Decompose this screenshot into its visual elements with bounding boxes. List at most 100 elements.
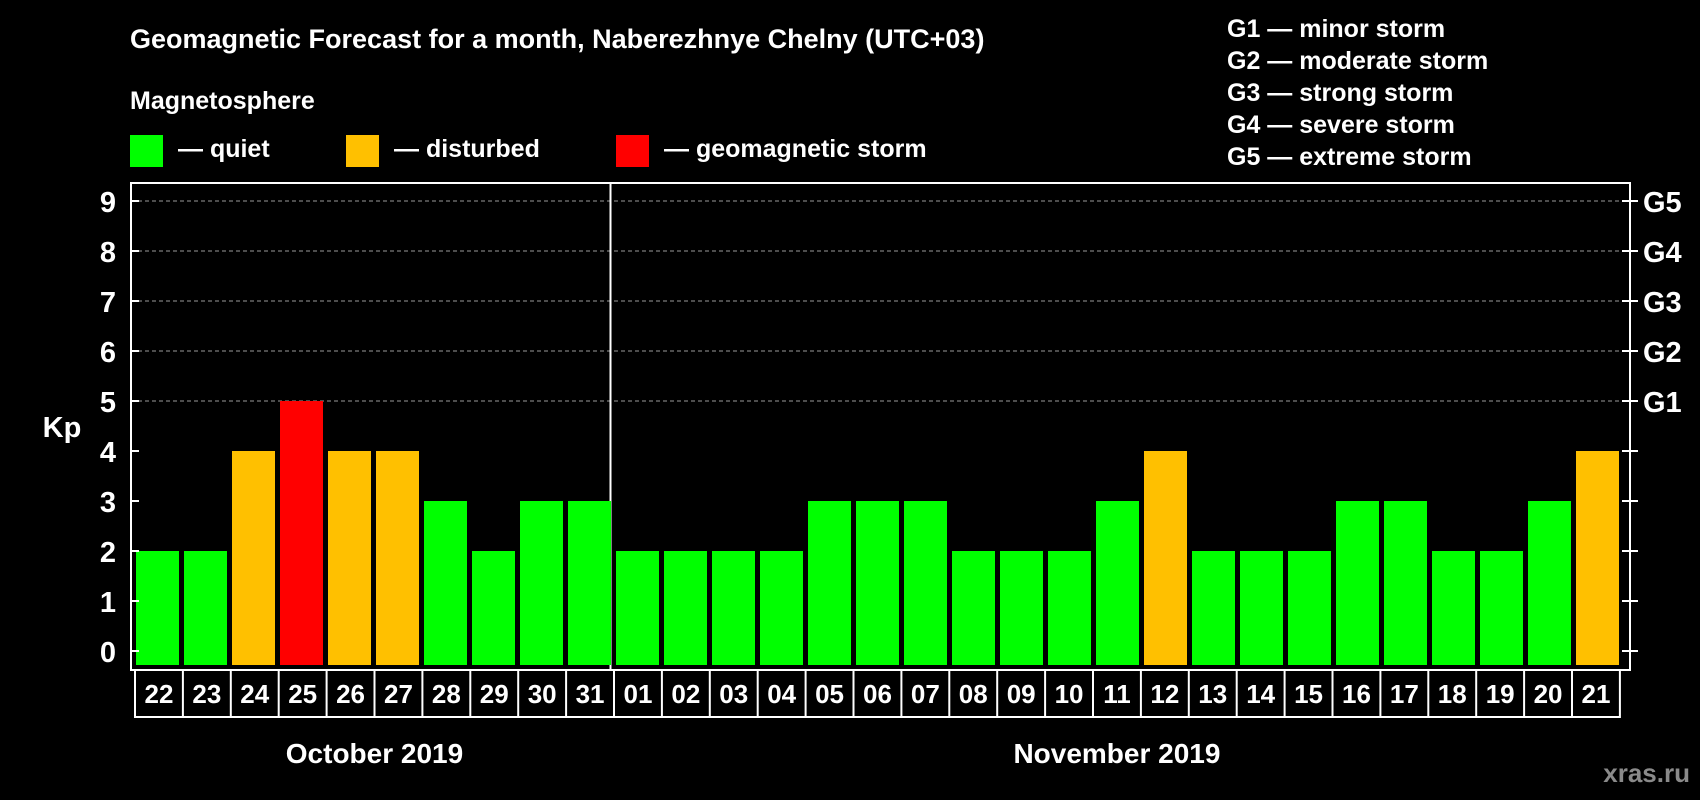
bar-18 [1432, 551, 1475, 665]
bar-08 [952, 551, 995, 665]
legend: — quiet — disturbed — geomagnetic storm [130, 135, 927, 167]
y-tick-label: 1 [100, 587, 116, 619]
y-tick-label: 6 [100, 337, 116, 369]
bar-13 [1192, 551, 1235, 665]
storm-scale-legend: G1 — minor storm G2 — moderate storm G3 — … [1227, 15, 1488, 171]
storm-scale-item: G2 — moderate storm [1227, 47, 1488, 75]
y-tick-label: 0 [100, 637, 116, 669]
bar-30 [520, 501, 563, 665]
bar-07 [904, 501, 947, 665]
bar-25 [280, 401, 323, 665]
date-label: 19 [1486, 679, 1515, 709]
date-label: 15 [1294, 679, 1323, 709]
storm-scale-item: G4 — severe storm [1227, 111, 1455, 139]
right-tick-label: G5 [1643, 187, 1682, 219]
date-label: 10 [1055, 679, 1084, 709]
bar-20 [1528, 501, 1571, 665]
date-label: 27 [384, 679, 413, 709]
bar-28 [424, 501, 467, 665]
bar-31 [568, 501, 611, 665]
date-label: 01 [623, 679, 652, 709]
date-label: 25 [288, 679, 317, 709]
date-label: 07 [911, 679, 940, 709]
legend-swatch-quiet [130, 135, 163, 167]
bar-04 [760, 551, 803, 665]
right-tick-label: G1 [1643, 387, 1682, 419]
bar-23 [184, 551, 227, 665]
date-label: 13 [1198, 679, 1227, 709]
date-label: 26 [336, 679, 365, 709]
date-label: 06 [863, 679, 892, 709]
legend-label-quiet: — quiet [178, 135, 270, 163]
date-label: 05 [815, 679, 844, 709]
date-label: 16 [1342, 679, 1371, 709]
bar-24 [232, 451, 275, 665]
y-tick-label: 9 [100, 187, 116, 219]
y-axis-label: Kp [43, 412, 82, 444]
y-tick-label: 2 [100, 537, 116, 569]
storm-scale-item: G3 — strong storm [1227, 79, 1453, 107]
date-label: 29 [480, 679, 509, 709]
month-label: October 2019 [286, 738, 463, 769]
storm-scale-item: G5 — extreme storm [1227, 143, 1472, 171]
date-label: 31 [576, 679, 605, 709]
date-label: 12 [1150, 679, 1179, 709]
y-tick-label: 5 [100, 387, 116, 419]
legend-swatch-disturbed [346, 135, 379, 167]
legend-label-disturbed: — disturbed [394, 135, 540, 163]
month-labels: October 2019 November 2019 [286, 738, 1221, 769]
date-label: 21 [1581, 679, 1610, 709]
storm-scale-item: G1 — minor storm [1227, 15, 1445, 43]
bar-19 [1480, 551, 1523, 665]
date-label: 03 [719, 679, 748, 709]
bar-27 [376, 451, 419, 665]
bar-29 [472, 551, 515, 665]
bar-12 [1144, 451, 1187, 665]
y-tick-label: 7 [100, 287, 116, 319]
bar-09 [1000, 551, 1043, 665]
bar-16 [1336, 501, 1379, 665]
date-label: 04 [767, 679, 796, 709]
bar-06 [856, 501, 899, 665]
date-label: 23 [192, 679, 221, 709]
date-label: 09 [1007, 679, 1036, 709]
date-label: 11 [1103, 679, 1131, 709]
bar-03 [712, 551, 755, 665]
bar-17 [1384, 501, 1427, 665]
legend-label-storm: — geomagnetic storm [664, 135, 927, 163]
date-label: 18 [1438, 679, 1467, 709]
y-tick-label: 4 [100, 437, 116, 469]
x-axis-labels: 22 23 24 25 26 27 28 29 30 31 01 02 03 04 05 06 07 08 09 10… [134, 669, 1621, 718]
y-axis-ticks: 0 1 2 3 4 5 6 7 8 9 [100, 187, 139, 669]
bar-22 [136, 551, 179, 665]
date-label: 22 [144, 679, 173, 709]
right-tick-label: G2 [1643, 337, 1682, 369]
date-label: 08 [959, 679, 988, 709]
date-label-frame [134, 669, 1621, 718]
bar-26 [328, 451, 371, 665]
right-tick-label: G3 [1643, 287, 1682, 319]
legend-title: Magnetosphere [130, 87, 315, 115]
date-label: 20 [1534, 679, 1563, 709]
date-label: 02 [671, 679, 700, 709]
right-tick-label: G4 [1643, 237, 1682, 269]
date-label: 17 [1390, 679, 1419, 709]
bar-11 [1096, 501, 1139, 665]
bar-02 [664, 551, 707, 665]
bar-14 [1240, 551, 1283, 665]
bar-21 [1576, 451, 1619, 665]
watermark: xras.ru [1603, 758, 1690, 788]
y-tick-label: 8 [100, 237, 116, 269]
date-label: 24 [240, 679, 269, 709]
bar-10 [1048, 551, 1091, 665]
month-label: November 2019 [1013, 738, 1220, 769]
legend-swatch-storm [616, 135, 649, 167]
bars [136, 401, 1619, 665]
chart-title: Geomagnetic Forecast for a month, Nabere… [130, 24, 984, 54]
bar-01 [616, 551, 659, 665]
y-tick-label: 3 [100, 487, 116, 519]
bar-05 [808, 501, 851, 665]
date-label: 28 [432, 679, 461, 709]
date-label: 14 [1246, 679, 1275, 709]
